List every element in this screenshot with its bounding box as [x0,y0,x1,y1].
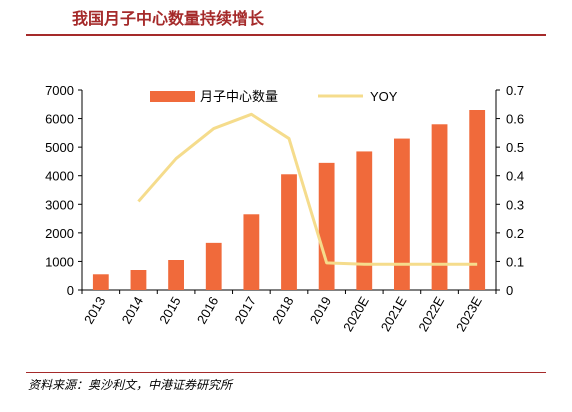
x-tick-label: 2022E [415,294,447,334]
bar [243,214,260,290]
bar [281,174,297,290]
x-tick-label: 2014 [119,294,146,327]
right-tick-label: 0.1 [506,254,524,269]
legend-label-line: YOY [370,89,398,104]
x-tick-label: 2023E [453,294,485,334]
bar [356,151,373,290]
left-tick-label: 3000 [45,197,74,212]
x-tick-label: 2020E [340,294,372,334]
right-tick-label: 0.3 [506,197,524,212]
bar [130,270,147,290]
legend-swatch-bar [150,91,195,102]
left-tick-label: 0 [67,283,74,298]
left-tick-label: 1000 [45,254,74,269]
left-tick-label: 4000 [45,169,74,184]
bar [394,138,410,290]
bar [92,274,109,290]
x-tick-label: 2018 [269,294,296,327]
left-tick-label: 6000 [45,112,74,127]
chart-title: 我国月子中心数量持续增长 [26,2,546,36]
right-tick-label: 0 [506,283,513,298]
legend-label-bar: 月子中心数量 [200,89,278,104]
left-tick-label: 2000 [45,226,74,241]
right-tick-label: 0.4 [506,169,524,184]
bar [318,162,335,290]
x-tick-label: 2013 [81,294,108,327]
yoy-line [137,112,478,266]
left-tick-label: 7000 [45,83,74,98]
x-tick-label: 2019 [307,294,334,327]
right-tick-label: 0.7 [506,83,524,98]
bar [205,242,222,290]
bar [168,260,184,290]
bar [469,110,486,290]
x-tick-label: 2015 [156,294,183,327]
right-tick-label: 0.5 [506,140,524,155]
x-tick-label: 2016 [194,294,221,327]
left-tick-label: 5000 [45,140,74,155]
x-tick-label: 2017 [232,294,259,327]
right-tick-label: 0.2 [506,226,524,241]
x-tick-label: 2021E [378,294,410,334]
bar [431,124,448,291]
source-note: 资料来源：奥沙利文，中港证券研究所 [26,372,546,398]
right-tick-label: 0.6 [506,112,524,127]
